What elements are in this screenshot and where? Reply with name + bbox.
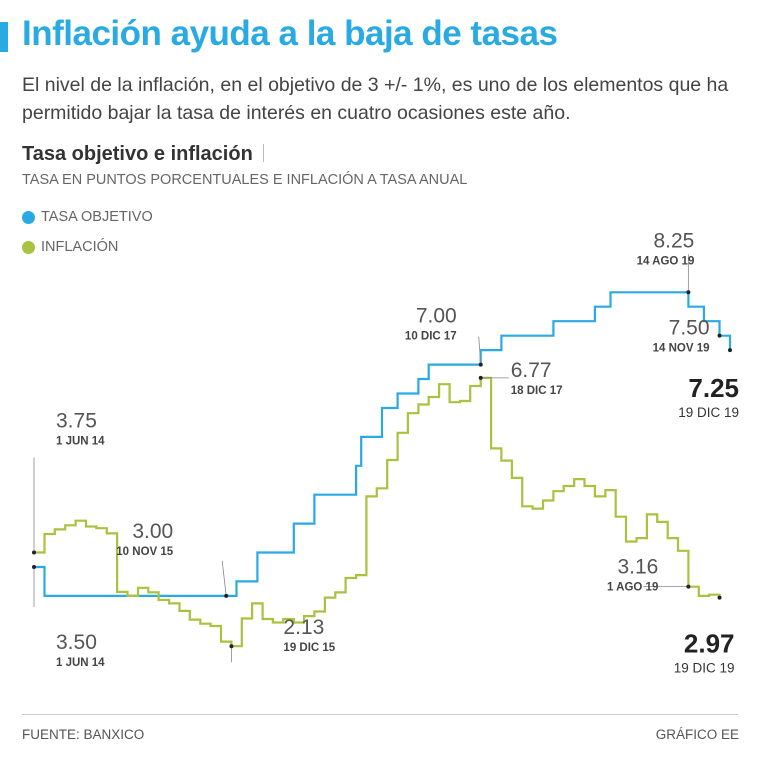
annotation-date: 19 DIC 15 bbox=[283, 642, 335, 654]
annotation-date: 18 DIC 17 bbox=[511, 385, 563, 397]
annotation-date: 1 AGO 19 bbox=[607, 582, 658, 594]
annotation-value: 7.25 bbox=[688, 373, 739, 403]
title-separator bbox=[262, 144, 264, 162]
annotation-value: 3.00 bbox=[132, 520, 173, 543]
annotation-value: 7.00 bbox=[416, 305, 457, 328]
annotation-date: 14 AGO 19 bbox=[637, 255, 695, 267]
chart-legend: TASA OBJETIVO INFLACIÓN bbox=[22, 202, 153, 262]
annotation-point bbox=[686, 290, 691, 295]
annotation-value: 8.25 bbox=[653, 229, 694, 252]
annotation-date: 19 DIC 19 bbox=[678, 405, 739, 420]
annotation-value: 3.16 bbox=[617, 556, 658, 579]
annotation-point bbox=[686, 584, 691, 589]
legend-item-inflacion: INFLACIÓN bbox=[22, 232, 153, 262]
annotation-date: 1 JUN 14 bbox=[56, 657, 105, 669]
legend-dot-blue-icon bbox=[22, 210, 35, 224]
legend-label: TASA OBJETIVO bbox=[41, 209, 153, 225]
footer-source: FUENTE: BANXICO bbox=[22, 727, 145, 742]
annotation-date: 1 JUN 14 bbox=[56, 436, 105, 448]
annotation-point bbox=[717, 595, 722, 600]
annotation-value: 3.50 bbox=[56, 631, 97, 654]
annotation-date: 10 NOV 15 bbox=[116, 546, 173, 558]
annotation-leader bbox=[478, 336, 482, 365]
annotation-value: 7.50 bbox=[669, 317, 710, 340]
page-title: Inflación ayuda a la baja de tasas bbox=[22, 14, 558, 53]
annotation-value: 3.75 bbox=[56, 410, 97, 433]
annotation-point bbox=[224, 593, 229, 598]
annotation-point bbox=[32, 550, 36, 555]
chart-title: Tasa objetivo e inflación bbox=[22, 143, 264, 166]
footer-credit: GRÁFICO EE bbox=[655, 727, 739, 742]
annotation-point bbox=[229, 644, 234, 649]
title-accent-bar bbox=[0, 22, 8, 52]
series-line-inflacion bbox=[34, 376, 721, 648]
annotation-point bbox=[478, 375, 483, 380]
annotation-date: 10 DIC 17 bbox=[405, 331, 457, 343]
page-subtitle: El nivel de la inflación, en el objetivo… bbox=[22, 74, 729, 124]
annotation-leader bbox=[221, 560, 227, 596]
annotation-value: 2.13 bbox=[283, 616, 324, 639]
annotation-value: 2.97 bbox=[684, 629, 735, 659]
series-line-tasa-objetivo bbox=[34, 291, 732, 597]
chart-title-text: Tasa objetivo e inflación bbox=[22, 143, 253, 165]
annotation-date: 19 DIC 19 bbox=[674, 661, 735, 676]
footer-divider bbox=[22, 714, 738, 715]
legend-label: INFLACIÓN bbox=[41, 239, 119, 255]
annotation-point bbox=[32, 564, 36, 569]
annotation-point bbox=[728, 348, 732, 353]
chart-subtitle: TASA EN PUNTOS PORCENTUALES E INFLACIÓN … bbox=[22, 172, 468, 188]
annotation-point bbox=[478, 362, 483, 367]
annotation-point bbox=[717, 333, 722, 338]
annotation-value: 6.77 bbox=[511, 359, 552, 382]
legend-item-tasa-objetivo: TASA OBJETIVO bbox=[22, 202, 153, 232]
annotation-date: 14 NOV 19 bbox=[653, 343, 710, 355]
legend-dot-green-icon bbox=[22, 240, 35, 254]
